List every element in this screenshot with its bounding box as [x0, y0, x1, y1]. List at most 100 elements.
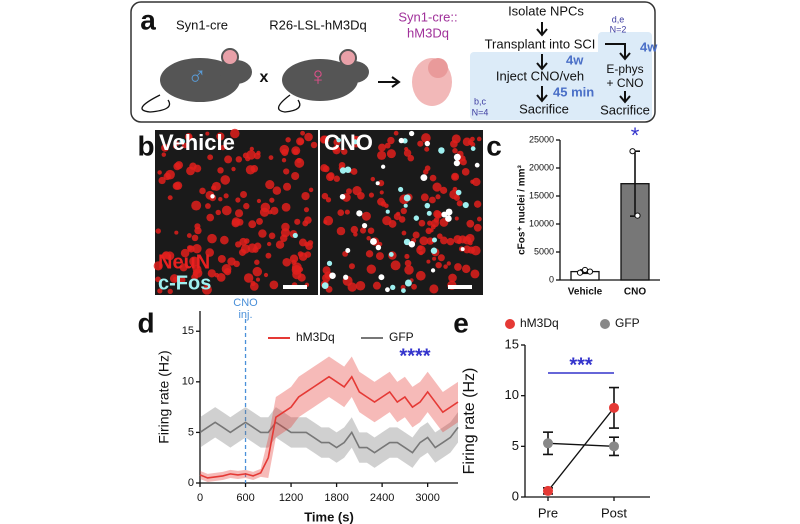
step-box: [470, 52, 610, 120]
cell: [283, 168, 290, 175]
step: Isolate NPCs: [508, 3, 584, 18]
cell: [386, 149, 396, 159]
cell: [211, 185, 217, 191]
cell: [408, 130, 415, 137]
cell: [256, 150, 261, 156]
cell: [339, 193, 346, 200]
cell: [224, 155, 233, 164]
cell: [230, 128, 240, 139]
cell: [398, 186, 404, 193]
cell: [337, 209, 345, 217]
cell: [181, 142, 188, 149]
cell: [321, 192, 329, 200]
cell: [347, 282, 357, 292]
event-label: inj.: [238, 309, 252, 321]
cell: [355, 280, 366, 291]
cell: [346, 188, 352, 195]
step-time: 45 min: [553, 84, 594, 99]
cell: [370, 238, 377, 245]
cell: [308, 187, 314, 193]
cell: [243, 202, 250, 210]
cell: [180, 248, 190, 258]
cell: [401, 230, 407, 236]
cell: [415, 270, 426, 281]
cell: [401, 288, 406, 293]
cell: [161, 152, 167, 157]
y-tick-label: 15: [182, 325, 194, 337]
cell: [465, 233, 475, 243]
cell: [339, 167, 347, 174]
cell: [377, 179, 385, 187]
cell: [426, 210, 432, 216]
cell: [259, 207, 270, 217]
y-tick-label: 10000: [529, 218, 554, 228]
cell: [352, 139, 358, 145]
cell: [205, 203, 211, 209]
cell: [453, 235, 462, 244]
cell: [321, 135, 330, 144]
embryo-icon: [412, 58, 452, 106]
cell: [345, 248, 351, 253]
cell: [359, 227, 367, 234]
cell: [454, 216, 459, 221]
cell: [440, 186, 448, 194]
cell: [294, 218, 301, 225]
cell: [249, 146, 254, 152]
y-tick-label: 10: [182, 376, 194, 388]
cell: [448, 273, 457, 283]
cell: [437, 254, 445, 262]
cell: [243, 238, 250, 244]
cell: [423, 169, 429, 175]
cell: [350, 225, 359, 234]
cell: [366, 264, 377, 274]
cell: [282, 258, 291, 267]
cell: [450, 140, 458, 148]
cell: [417, 245, 423, 251]
cell: [419, 251, 424, 256]
data-point: [634, 212, 641, 219]
legend-swatch: [505, 319, 515, 329]
arrow: [536, 22, 548, 37]
cell: [248, 220, 257, 229]
cell: [281, 202, 291, 212]
x-tick-label: CNO: [624, 287, 646, 298]
cell: [216, 273, 226, 282]
panel-label: a: [140, 4, 156, 35]
mouse-icon: [141, 48, 252, 113]
cell: [424, 202, 431, 209]
step-time: 4w: [566, 52, 584, 67]
cell: [437, 233, 443, 239]
cell: [268, 210, 273, 215]
step: Transplant into SCI: [485, 36, 596, 51]
cell: [155, 276, 161, 283]
significance: ***: [569, 354, 593, 376]
cell: [321, 282, 329, 289]
y-axis-label: Firing rate (Hz): [156, 350, 172, 443]
female-symbol: ♀: [308, 61, 328, 91]
cell: [408, 240, 416, 248]
cell: [227, 257, 236, 266]
significance: ****: [399, 345, 430, 367]
cell: [297, 266, 304, 273]
cell: [279, 144, 290, 155]
cell: [207, 154, 214, 161]
cell: [223, 193, 229, 199]
cell: [418, 219, 426, 227]
cell: [254, 259, 260, 265]
cell: [155, 228, 161, 234]
step: Sacrifice: [600, 102, 650, 117]
cell: [256, 217, 263, 225]
cell: [385, 209, 390, 214]
cell: [269, 280, 279, 290]
cell: [430, 268, 436, 273]
n-label: d,e: [612, 14, 625, 24]
cell: [393, 130, 399, 136]
image-label: CNO: [324, 130, 373, 155]
cell: [201, 284, 212, 295]
series-line: [199, 375, 459, 479]
significance: *: [631, 123, 640, 148]
cell: [235, 197, 241, 203]
cell: [304, 132, 313, 142]
cell: [186, 166, 195, 176]
cell: [307, 240, 314, 246]
